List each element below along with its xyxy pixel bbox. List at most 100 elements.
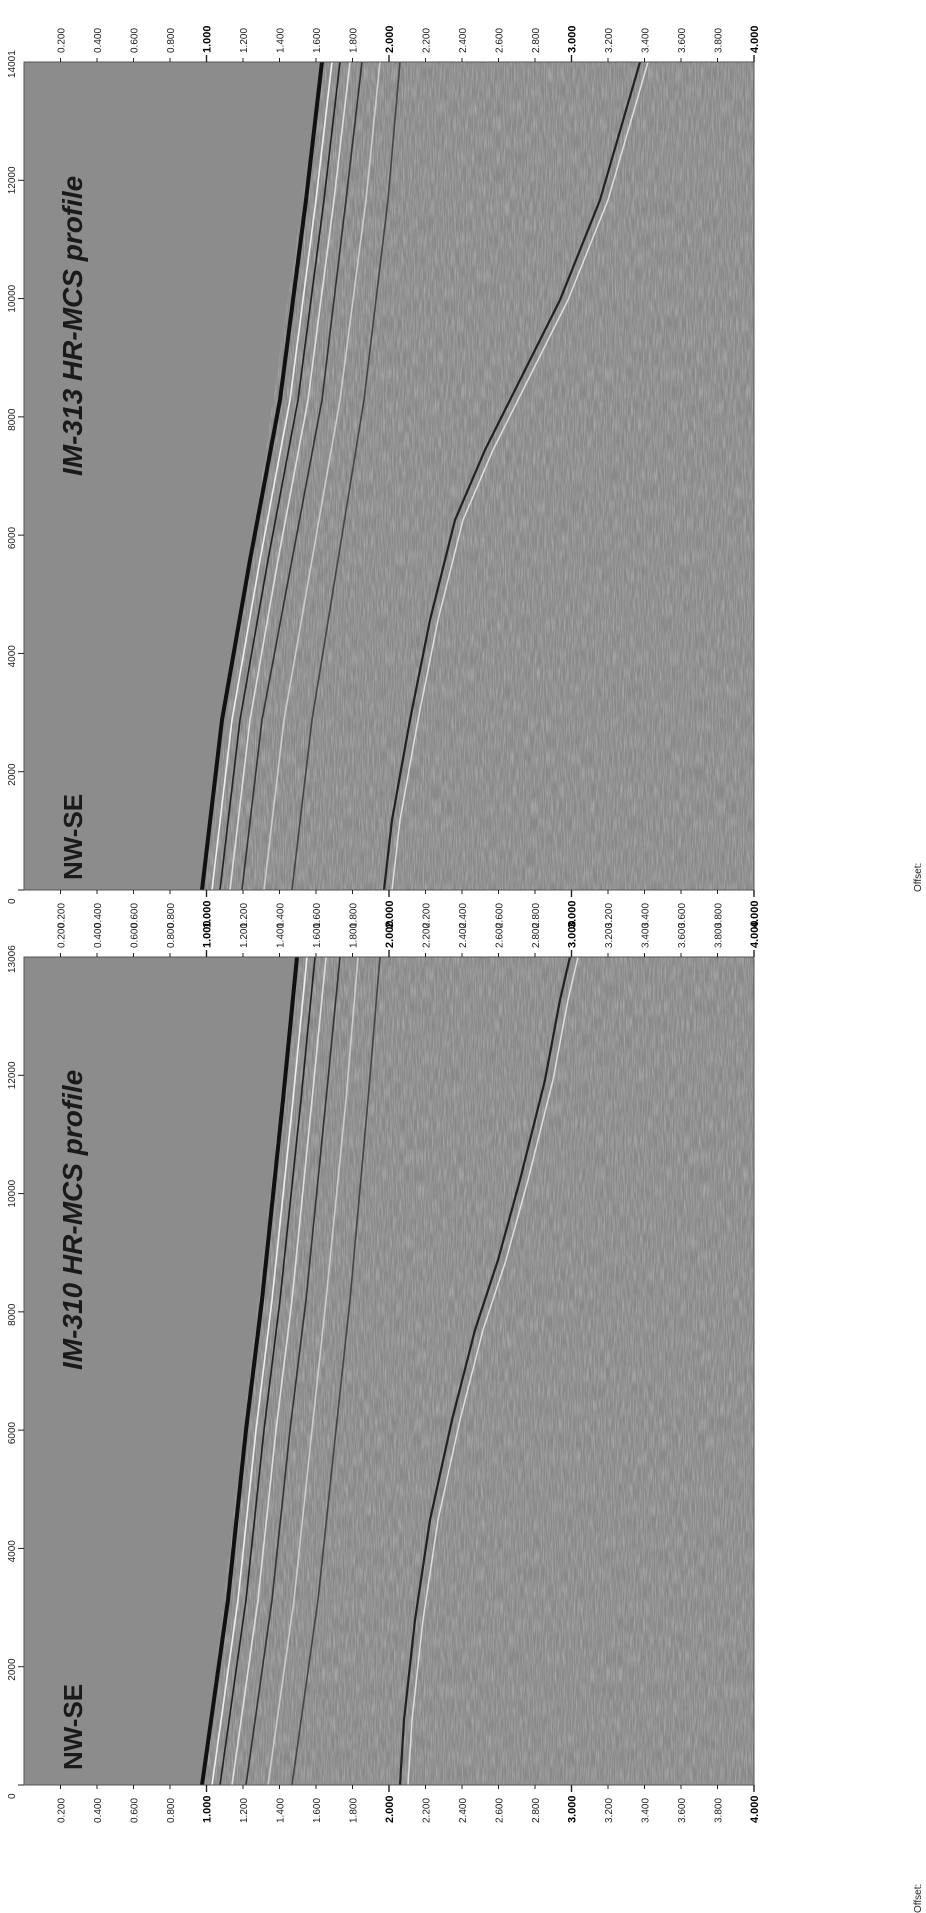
panel-im310-time-tick-label: 1.000: [202, 1795, 214, 1823]
panel-im313-offset-tick-label: 10000: [7, 284, 18, 312]
panel-im313-seafloor-reflector: [200, 61, 324, 891]
panel-im313-time-axis: 0.200 0.200 0.400 0.400 0.600 0.600 0.800 0.800…: [57, 25, 762, 928]
panel-im310-time-tick-label: 3.800: [714, 1798, 725, 1823]
panel-im310-time-tick-label: 0.800: [166, 923, 177, 948]
panel-im310-time-tick-label: 2.400: [458, 923, 469, 948]
panel-im313-offset-tick-label: 0: [7, 898, 18, 904]
panel-im313-time-tick-label: 4.000: [749, 900, 761, 928]
panel-im310-time-tick-label: 3.600: [677, 923, 688, 948]
panel-im310-time-tick-label: 0.400: [93, 1798, 104, 1823]
panel-im313-reflectors: [211, 61, 401, 891]
panel-im313-time-tick-label: 3.000: [567, 25, 579, 53]
panel-im313-time-tick-label: 2.200: [422, 28, 433, 53]
panel-im313-time-tick-label: 0.600: [130, 28, 141, 53]
panel-im310-time-tick-label: 3.000: [567, 920, 579, 948]
panel-im310-offset-tick-label: 6000: [7, 1421, 18, 1444]
panel-im310-time-tick-label: 0.600: [130, 1798, 141, 1823]
panel-im313-time-tick-label: 0.400: [93, 903, 104, 928]
panel-im310-time-tick-label: 4.000: [749, 1795, 761, 1823]
panel-im310-time-tick-label: 3.600: [677, 1798, 688, 1823]
panel-im313-time-tick-label: 0.800: [166, 903, 177, 928]
panel-im310-time-tick-label: 1.800: [349, 1798, 360, 1823]
panel-im310-time-tick-label: 1.000: [202, 920, 214, 948]
panel-im313-offset-tick-label: 12000: [7, 166, 18, 194]
panel-im310-time-tick-label: 2.000: [384, 1795, 396, 1823]
panel-im310-time-tick-label: 1.200: [239, 1798, 250, 1823]
panel-im313-time-tick-label: 2.600: [495, 28, 506, 53]
panel-im310-time-tick-label: 2.200: [422, 1798, 433, 1823]
panel-im310-time-tick-label: 3.200: [604, 923, 615, 948]
panel-im313-time-tick-label: 3.600: [677, 28, 688, 53]
panel-im310-reflectors: [211, 956, 381, 1786]
panel-im313-time-tick-label: 1.200: [239, 28, 250, 53]
panel-im313-time-tick-label: 1.200: [239, 903, 250, 928]
panel-im310-time-tick-label: 2.400: [458, 1798, 469, 1823]
panel-im310-time-tick-label: 2.800: [531, 923, 542, 948]
panel-im310-time-tick-label: 3.400: [641, 923, 652, 948]
panel-im313-title: IM-313 HR-MCS profile: [57, 176, 88, 476]
panel-im313-time-tick-label: 1.800: [349, 903, 360, 928]
panel-im313-time-tick-label: 3.600: [677, 903, 688, 928]
panel-im313-time-tick-label: 1.000: [202, 25, 214, 53]
panel-im313-time-tick-label: 2.400: [458, 28, 469, 53]
panel-im313-time-tick-label: 1.400: [276, 903, 287, 928]
panel-im310-time-tick-label: 4.000: [749, 920, 761, 948]
panel-im310-offset-tick-label: 2000: [7, 1658, 18, 1681]
panel-im313-offset-max-label: 14001: [7, 50, 18, 78]
panel-im313-offset-label: Offset:: [913, 863, 924, 892]
panel-im313-time-tick-label: 2.600: [495, 903, 506, 928]
panel-im310-offset-tick-label: 12000: [7, 1061, 18, 1089]
panel-im313-time-tick-label: 3.000: [567, 900, 579, 928]
panel-im310-time-tick-label: 2.200: [422, 923, 433, 948]
panel-im310-time-tick-label: 0.600: [130, 923, 141, 948]
panel-im310-time-tick-label: 1.600: [312, 923, 323, 948]
panel-im313: IM-313 HR-MCS profile NW-SE 0 2000 4000 600…: [7, 25, 761, 928]
panel-im310-time-tick-label: 1.600: [312, 1798, 323, 1823]
panel-im313-time-tick-label: 2.800: [531, 28, 542, 53]
panel-im313-plot-area: [23, 61, 755, 891]
panel-im313-time-tick-label: 1.600: [312, 28, 323, 53]
panel-im313-time-tick-label: 3.200: [604, 903, 615, 928]
panel-im310-direction: NW-SE: [58, 1684, 88, 1770]
panel-im310-time-tick-label: 3.400: [641, 1798, 652, 1823]
panel-im313-time-tick-label: 1.800: [349, 28, 360, 53]
panel-im313-time-tick-label: 1.400: [276, 28, 287, 53]
panel-im313-time-tick-label: 0.200: [57, 903, 68, 928]
panel-im310-offset-tick-label: 8000: [7, 1303, 18, 1326]
panel-im313-time-tick-label: 2.200: [422, 903, 433, 928]
panel-im313-time-tick-label: 2.000: [384, 25, 396, 53]
panel-im310-time-tick-label: 1.200: [239, 923, 250, 948]
panel-im310-time-tick-label: 0.400: [93, 923, 104, 948]
panel-im313-time-tick-label: 4.000: [749, 25, 761, 53]
panel-im310-offset-label: Offset:: [913, 1884, 924, 1913]
panel-im310-time-tick-label: 2.800: [531, 1798, 542, 1823]
panel-im313-time-tick-label: 3.200: [604, 28, 615, 53]
panel-im313-time-tick-label: 0.400: [93, 28, 104, 53]
panel-im310-time-tick-label: 3.800: [714, 923, 725, 948]
panel-im313-offset-axis: 0 2000 4000 6000 8000 10000 12000 14001: [7, 50, 24, 904]
panel-im310-offset-tick-label: 10000: [7, 1179, 18, 1207]
panel-im313-offset-tick-label: 2000: [7, 763, 18, 786]
panel-im313-time-tick-label: 2.000: [384, 900, 396, 928]
panel-im310-time-tick-label: 3.000: [567, 1795, 579, 1823]
panel-im313-offset-tick-label: 4000: [7, 645, 18, 668]
panel-im313-direction: NW-SE: [58, 794, 88, 880]
panel-im313-water-fill: [24, 62, 322, 890]
panel-im310-water-fill: [24, 957, 297, 1785]
panel-im313-time-tick-label: 0.600: [130, 903, 141, 928]
panel-im310: IM-310 HR-MCS profile NW-SE 0 2000 4000 600…: [7, 920, 761, 1823]
panel-im313-offset-tick-label: 6000: [7, 526, 18, 549]
panel-im313-time-tick-label: 0.200: [57, 28, 68, 53]
panel-im310-time-tick-label: 2.600: [495, 923, 506, 948]
panel-im313-time-tick-label: 3.800: [714, 903, 725, 928]
panel-im310-time-tick-label: 0.200: [57, 1798, 68, 1823]
panel-im310-time-axis: 0.200 0.200 0.400 0.400 0.600 0.600 0.800 0.800…: [57, 920, 762, 1823]
panel-im313-time-tick-label: 3.400: [641, 903, 652, 928]
panel-im310-time-tick-label: 0.800: [166, 1798, 177, 1823]
panel-im310-offset-tick-label: 0: [7, 1793, 18, 1799]
panel-im310-deep-reflector: [398, 956, 572, 1786]
panel-im310-offset-axis: 0 2000 4000 6000 8000 10000 12000 13006: [7, 945, 24, 1799]
panel-im313-time-tick-label: 1.000: [202, 900, 214, 928]
panel-im313-deep-reflector: [382, 61, 642, 891]
